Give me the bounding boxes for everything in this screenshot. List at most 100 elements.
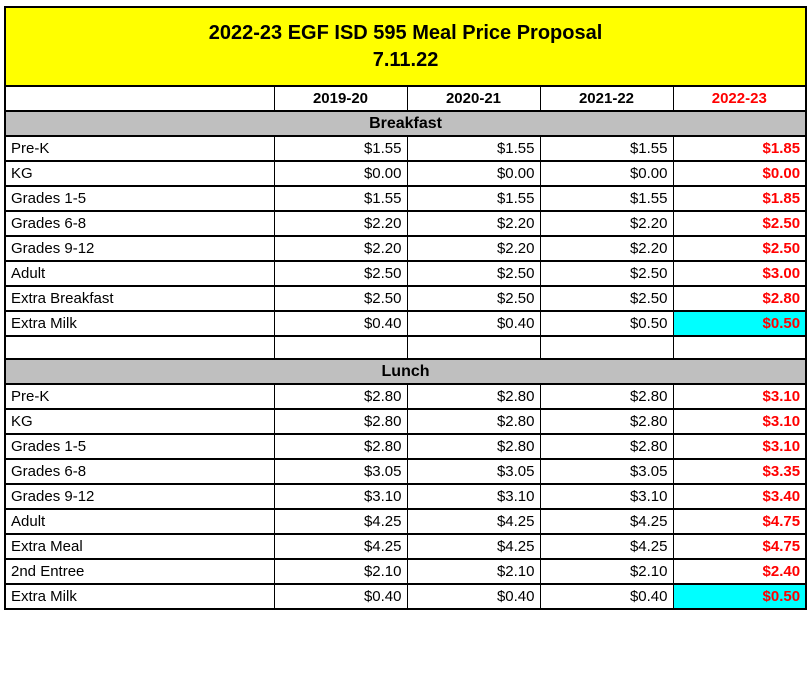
row-label: Extra Milk	[4, 583, 275, 610]
price-cell: $3.10	[539, 483, 674, 510]
table-row: Grades 6-8 $2.20 $2.20 $2.20 $2.50	[4, 210, 807, 237]
price-cell: $4.25	[273, 533, 408, 560]
proposal-price-cell: $0.50	[672, 310, 807, 337]
price-cell: $2.20	[273, 235, 408, 262]
price-cell: $2.80	[406, 408, 541, 435]
page: 2022-23 EGF ISD 595 Meal Price Proposal …	[4, 6, 808, 610]
price-cell: $3.10	[406, 483, 541, 510]
table-row: Grades 9-12 $3.10 $3.10 $3.10 $3.40	[4, 483, 807, 510]
price-cell: $0.40	[406, 583, 541, 610]
proposal-price-cell: $2.80	[672, 285, 807, 312]
table-title: 2022-23 EGF ISD 595 Meal Price Proposal …	[4, 6, 807, 87]
price-cell: $2.50	[539, 285, 674, 312]
table-row: Grades 9-12 $2.20 $2.20 $2.20 $2.50	[4, 235, 807, 262]
row-label: Extra Breakfast	[4, 285, 275, 312]
spacer-row	[4, 335, 807, 360]
price-cell: $2.20	[539, 210, 674, 237]
price-cell: $1.55	[273, 185, 408, 212]
price-cell: $2.80	[539, 383, 674, 410]
price-cell: $2.50	[273, 260, 408, 287]
price-cell: $2.20	[273, 210, 408, 237]
row-label: Grades 1-5	[4, 433, 275, 460]
table-row: Pre-K $2.80 $2.80 $2.80 $3.10	[4, 383, 807, 410]
row-label: Grades 1-5	[4, 185, 275, 212]
section-header-lunch: Lunch	[4, 358, 807, 385]
price-cell: $2.20	[539, 235, 674, 262]
price-cell: $2.50	[406, 260, 541, 287]
price-cell: $4.25	[406, 508, 541, 535]
title-line-2: 7.11.22	[372, 48, 439, 71]
proposal-price-cell: $2.50	[672, 210, 807, 237]
table-row: Extra Meal $4.25 $4.25 $4.25 $4.75	[4, 533, 807, 560]
price-cell: $0.40	[273, 583, 408, 610]
price-cell: $0.00	[539, 160, 674, 187]
proposal-price-cell: $3.35	[672, 458, 807, 485]
row-label: 2nd Entree	[4, 558, 275, 585]
table-row: KG $0.00 $0.00 $0.00 $0.00	[4, 160, 807, 187]
row-label: Pre-K	[4, 135, 275, 162]
row-label: KG	[4, 408, 275, 435]
price-cell: $2.50	[406, 285, 541, 312]
col-header-2021-22: 2021-22	[539, 85, 674, 112]
price-cell: $2.80	[273, 408, 408, 435]
price-cell: $2.80	[406, 433, 541, 460]
price-cell: $0.00	[273, 160, 408, 187]
price-cell: $2.80	[539, 408, 674, 435]
price-cell: $0.50	[539, 310, 674, 337]
corner-cell	[4, 85, 275, 112]
price-cell: $1.55	[406, 185, 541, 212]
table-row: Extra Breakfast $2.50 $2.50 $2.50 $2.80	[4, 285, 807, 312]
proposal-price-cell: $1.85	[672, 185, 807, 212]
price-cell: $2.10	[406, 558, 541, 585]
price-cell: $2.80	[539, 433, 674, 460]
price-cell: $4.25	[273, 508, 408, 535]
price-cell: $0.40	[273, 310, 408, 337]
proposal-price-cell: $2.50	[672, 235, 807, 262]
proposal-price-cell: $0.50	[672, 583, 807, 610]
price-cell: $2.80	[273, 383, 408, 410]
table-row: Adult $4.25 $4.25 $4.25 $4.75	[4, 508, 807, 535]
price-cell: $2.20	[406, 235, 541, 262]
row-label: Extra Milk	[4, 310, 275, 337]
proposal-price-cell: $4.75	[672, 508, 807, 535]
proposal-price-cell: $3.00	[672, 260, 807, 287]
col-header-2019-20: 2019-20	[273, 85, 408, 112]
price-cell: $2.10	[273, 558, 408, 585]
row-label: Adult	[4, 260, 275, 287]
table-row: Extra Milk $0.40 $0.40 $0.40 $0.50	[4, 583, 807, 610]
title-row: 2022-23 EGF ISD 595 Meal Price Proposal …	[4, 6, 807, 87]
price-cell: $2.80	[406, 383, 541, 410]
table-row: KG $2.80 $2.80 $2.80 $3.10	[4, 408, 807, 435]
section-header-row: Lunch	[4, 358, 807, 385]
proposal-price-cell: $1.85	[672, 135, 807, 162]
col-header-2020-21: 2020-21	[406, 85, 541, 112]
price-cell: $4.25	[406, 533, 541, 560]
price-cell: $4.25	[539, 533, 674, 560]
row-label: Grades 6-8	[4, 210, 275, 237]
price-cell: $2.50	[539, 260, 674, 287]
section-header-row: Breakfast	[4, 110, 807, 137]
spacer-cell	[273, 335, 408, 360]
proposal-price-cell: $2.40	[672, 558, 807, 585]
price-cell: $3.10	[273, 483, 408, 510]
table-row: Grades 1-5 $1.55 $1.55 $1.55 $1.85	[4, 185, 807, 212]
year-header-row: 2019-20 2020-21 2021-22 2022-23	[4, 85, 807, 112]
col-header-2022-23: 2022-23	[672, 85, 807, 112]
row-label: Pre-K	[4, 383, 275, 410]
table-row: Grades 1-5 $2.80 $2.80 $2.80 $3.10	[4, 433, 807, 460]
meal-price-table: 2022-23 EGF ISD 595 Meal Price Proposal …	[4, 6, 808, 610]
table-row: Extra Milk $0.40 $0.40 $0.50 $0.50	[4, 310, 807, 337]
price-cell: $1.55	[539, 135, 674, 162]
price-cell: $2.20	[406, 210, 541, 237]
price-cell: $3.05	[539, 458, 674, 485]
price-cell: $1.55	[273, 135, 408, 162]
price-cell: $0.40	[406, 310, 541, 337]
row-label: Adult	[4, 508, 275, 535]
price-cell: $3.05	[406, 458, 541, 485]
price-cell: $2.80	[273, 433, 408, 460]
table-row: Adult $2.50 $2.50 $2.50 $3.00	[4, 260, 807, 287]
price-cell: $0.00	[406, 160, 541, 187]
price-cell: $3.05	[273, 458, 408, 485]
title-line-1: 2022-23 EGF ISD 595 Meal Price Proposal	[208, 21, 603, 44]
row-label: KG	[4, 160, 275, 187]
